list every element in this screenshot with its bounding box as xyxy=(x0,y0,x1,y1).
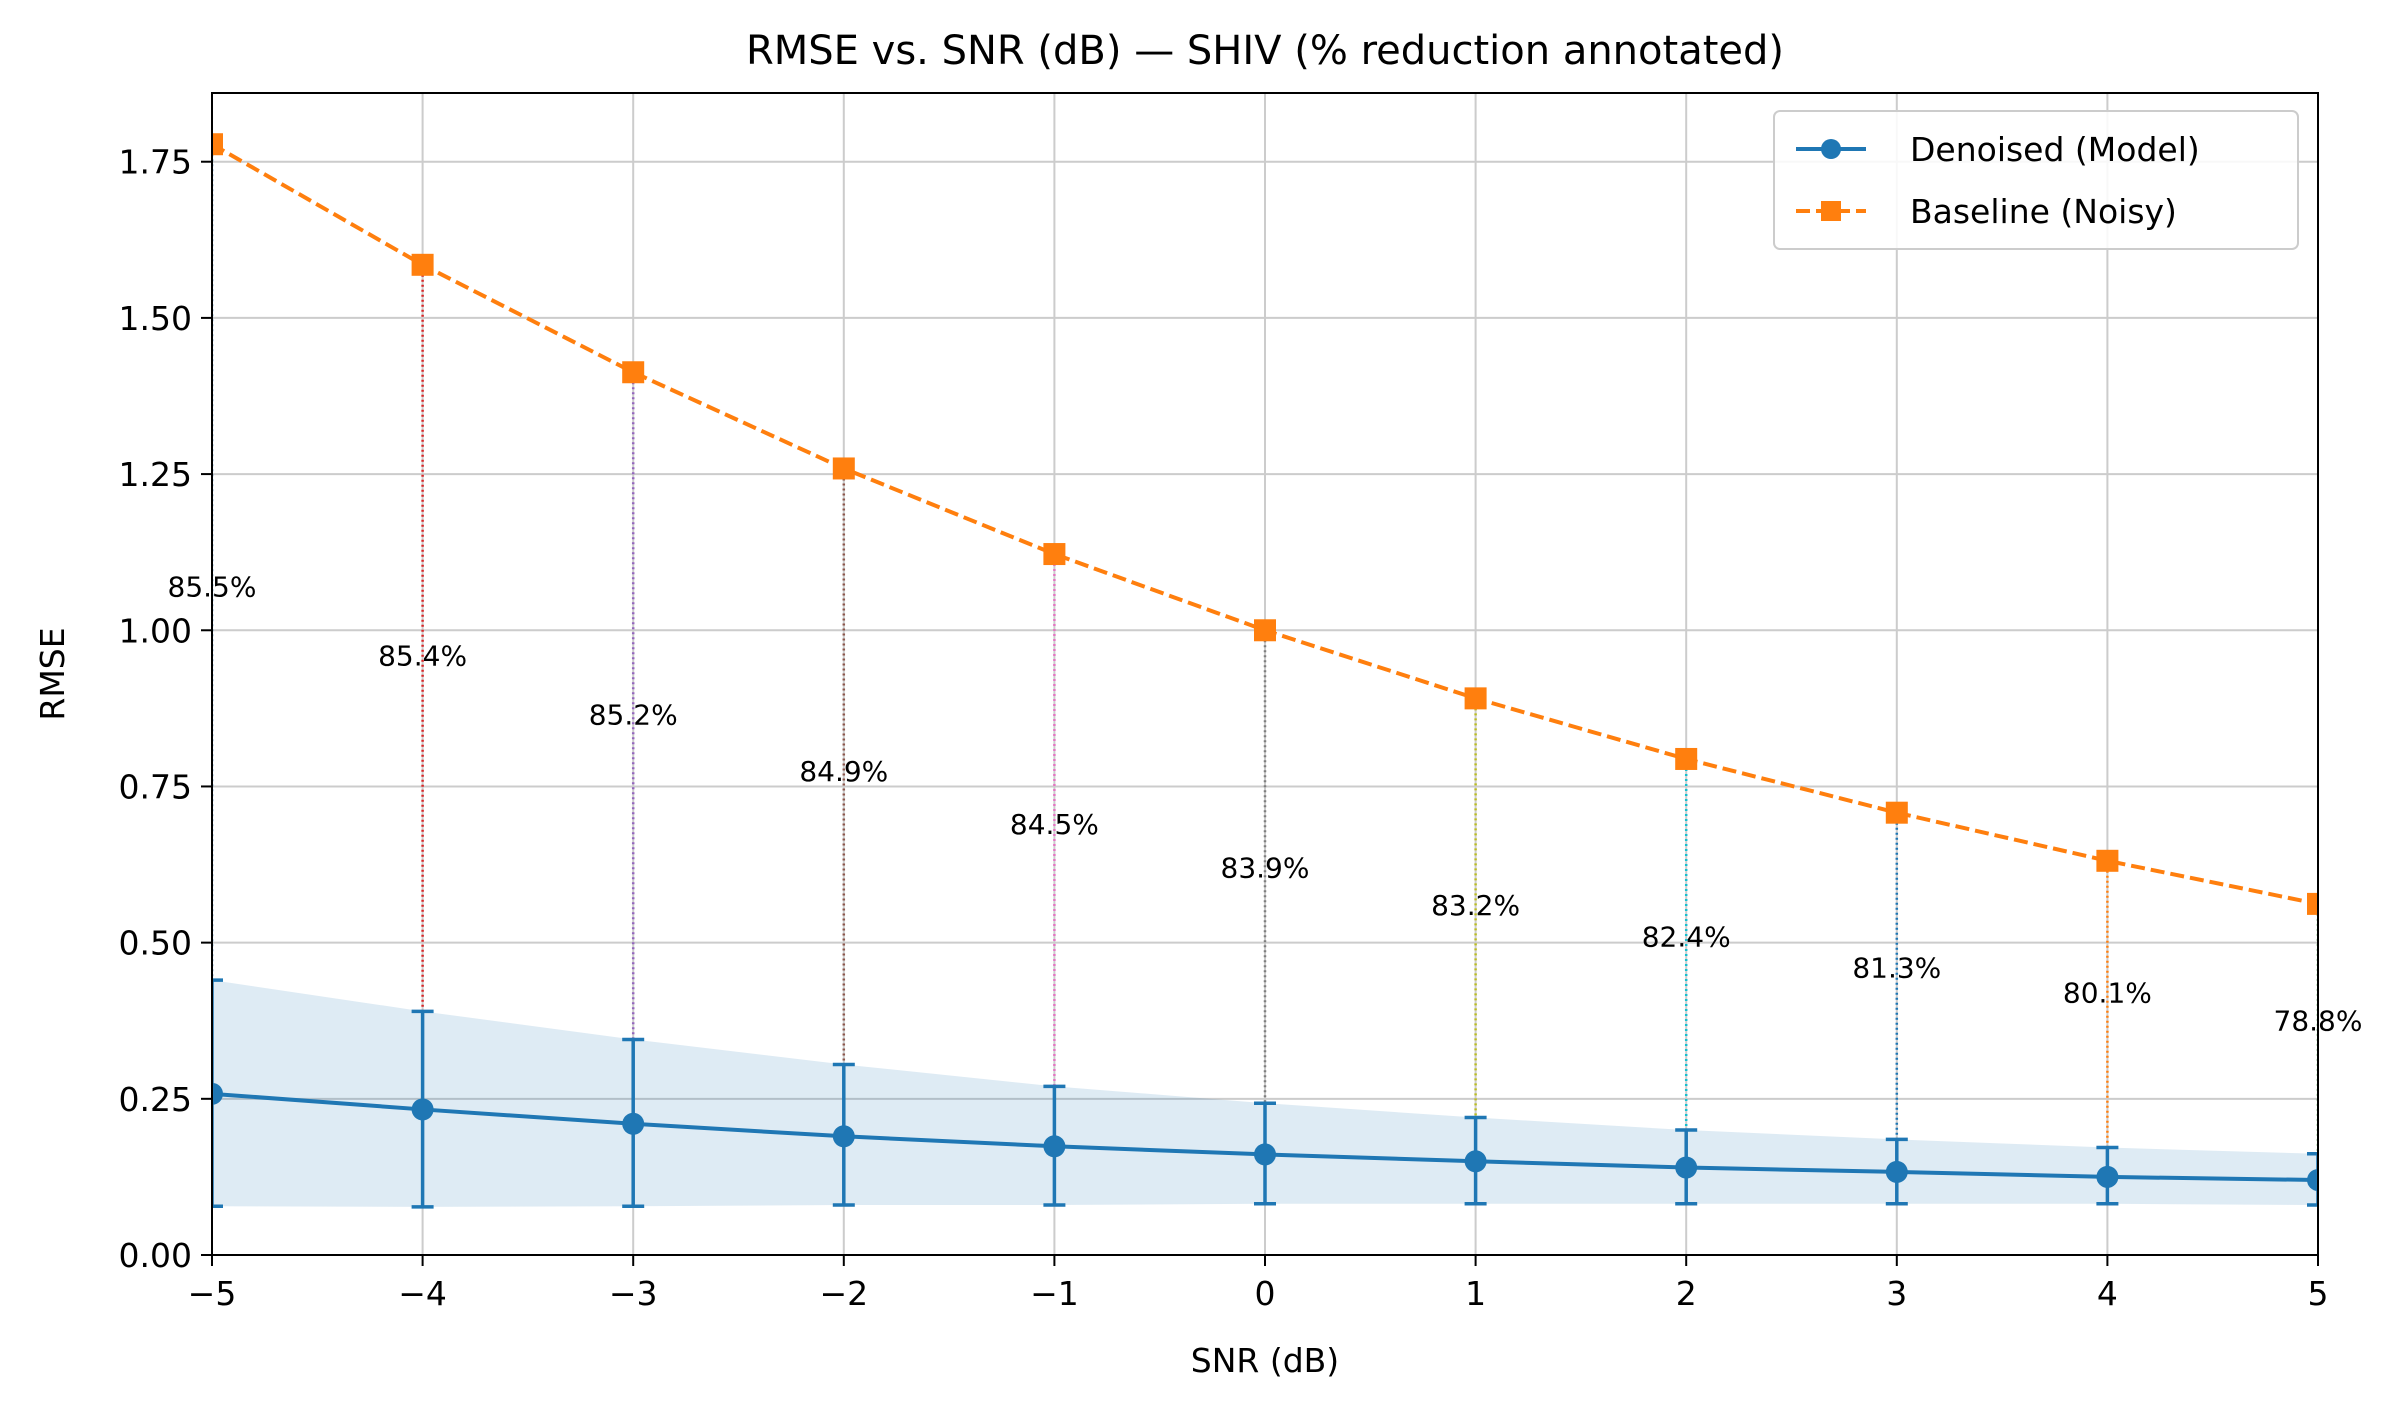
reduction-label: 82.4% xyxy=(1642,920,1731,953)
denoised-point xyxy=(1254,1143,1276,1166)
y-tick-label: 0.00 xyxy=(119,1236,192,1275)
x-axis-ticks: −5 −4 −3 −2 −1 0 1 2 3 4 5 xyxy=(188,1255,2329,1313)
reduction-label: 83.2% xyxy=(1431,889,1520,922)
legend-label-denoised: Denoised (Model) xyxy=(1910,130,2200,169)
legend: Denoised (Model) Baseline (Noisy) xyxy=(1773,110,2299,250)
y-tick-label: 0.75 xyxy=(119,767,192,806)
denoised-point xyxy=(1464,1150,1487,1173)
x-axis-label: SNR (dB) xyxy=(1191,1341,1339,1380)
x-tick-label: 5 xyxy=(2308,1274,2329,1313)
legend-marker-denoised xyxy=(1821,139,1841,159)
baseline-point xyxy=(411,253,434,276)
baseline-point xyxy=(1675,747,1698,770)
baseline-point xyxy=(622,361,645,384)
y-tick-label: 1.50 xyxy=(119,299,192,338)
reduction-label: 84.5% xyxy=(1010,808,1099,841)
baseline-point xyxy=(1885,801,1908,824)
denoised-confidence-band xyxy=(212,980,2318,1207)
chart-title: RMSE vs. SNR (dB) — SHIV (% reduction an… xyxy=(746,28,1784,74)
y-tick-label: 1.75 xyxy=(119,143,192,182)
y-axis-label: RMSE xyxy=(33,627,72,720)
legend-box xyxy=(1773,110,2299,250)
y-tick-label: 0.50 xyxy=(119,924,192,963)
reduction-label: 83.9% xyxy=(1221,852,1310,885)
x-tick-label: 1 xyxy=(1465,1274,1486,1313)
x-tick-label: −5 xyxy=(188,1274,237,1313)
x-tick-label: −2 xyxy=(819,1274,868,1313)
y-tick-label: 0.25 xyxy=(119,1080,192,1119)
y-axis-ticks: 0.00 0.25 0.50 0.75 1.00 1.25 1.50 1.75 xyxy=(119,143,212,1275)
denoised-point xyxy=(1675,1156,1698,1179)
x-tick-label: 2 xyxy=(1676,1274,1697,1313)
baseline-point xyxy=(212,133,223,156)
reduction-label: 80.1% xyxy=(2063,977,2152,1010)
denoised-point xyxy=(2096,1165,2119,1188)
denoised-point xyxy=(622,1112,645,1135)
x-tick-label: −3 xyxy=(609,1274,658,1313)
baseline-point xyxy=(2096,849,2119,872)
reduction-label: 81.3% xyxy=(1852,952,1941,985)
x-tick-label: 3 xyxy=(1886,1274,1907,1313)
baseline-point xyxy=(1464,687,1487,710)
baseline-point xyxy=(1254,619,1276,642)
reduction-label: 85.4% xyxy=(378,639,467,672)
x-tick-label: −1 xyxy=(1030,1274,1079,1313)
baseline-point xyxy=(2307,892,2318,915)
y-tick-label: 1.25 xyxy=(119,455,192,494)
denoised-point xyxy=(1043,1135,1066,1158)
denoised-point xyxy=(1885,1160,1908,1183)
denoised-point xyxy=(2307,1169,2318,1192)
legend-marker-baseline xyxy=(1821,201,1841,221)
reduction-label: 85.2% xyxy=(589,699,678,732)
baseline-point xyxy=(832,457,855,480)
reduction-connectors xyxy=(212,144,2318,1181)
confidence-band xyxy=(212,980,2318,1207)
reduction-label: 84.9% xyxy=(799,755,888,788)
denoised-point xyxy=(411,1098,434,1121)
x-tick-label: −4 xyxy=(398,1274,447,1313)
x-tick-label: 4 xyxy=(2097,1274,2118,1313)
legend-label-baseline: Baseline (Noisy) xyxy=(1910,192,2177,231)
baseline-point xyxy=(1043,543,1066,566)
x-tick-label: 0 xyxy=(1255,1274,1276,1313)
denoised-point xyxy=(832,1125,855,1148)
series-markers xyxy=(212,133,2318,1192)
y-tick-label: 1.00 xyxy=(119,611,192,650)
denoised-point xyxy=(212,1082,223,1105)
